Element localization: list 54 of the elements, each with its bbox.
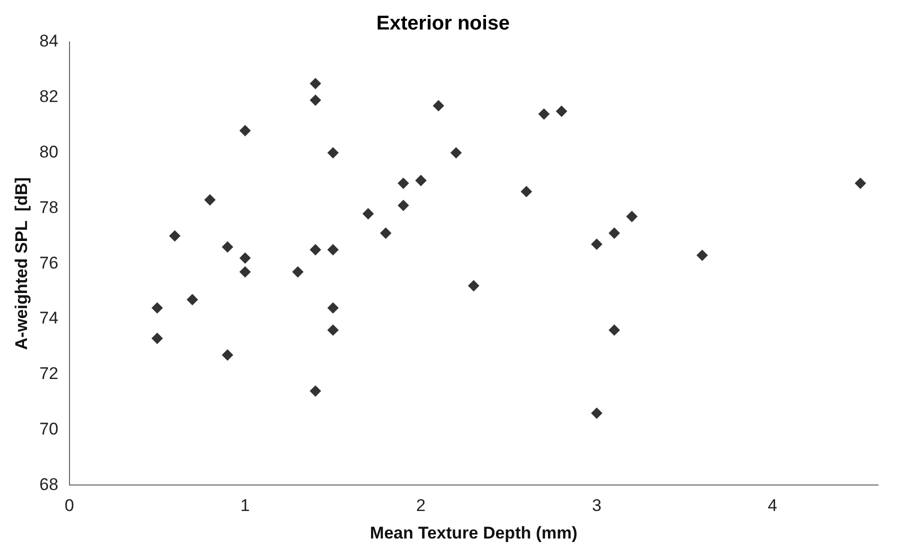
point	[152, 302, 163, 314]
point	[608, 228, 620, 239]
point	[591, 408, 602, 419]
point	[328, 147, 339, 158]
point	[362, 208, 374, 220]
point	[328, 244, 339, 256]
y-tick-label: 76	[39, 253, 58, 272]
point	[310, 244, 321, 256]
point	[556, 106, 568, 117]
point	[520, 186, 532, 198]
point	[310, 94, 321, 106]
point	[204, 194, 216, 206]
y-tick-label: 80	[39, 142, 58, 162]
point	[450, 147, 462, 158]
point	[240, 266, 251, 278]
x-tick-label: 1	[240, 496, 250, 516]
x-tick-label: 4	[768, 496, 778, 516]
point	[626, 211, 638, 222]
point	[169, 230, 180, 242]
point	[538, 108, 550, 120]
point	[222, 350, 234, 361]
y-tick-label: 78	[39, 198, 58, 217]
point	[292, 266, 304, 278]
point	[398, 178, 409, 189]
y-tick-label: 84	[39, 32, 58, 51]
y-axis-title: A-weighted SPL [dB]	[12, 177, 31, 350]
point	[468, 280, 480, 292]
x-axis-title: Mean Texture Depth (mm)	[370, 523, 578, 542]
point	[380, 228, 392, 239]
y-tick-label: 82	[39, 87, 58, 106]
point	[310, 78, 321, 90]
point	[696, 250, 708, 261]
point	[240, 252, 251, 264]
y-tick-label: 70	[39, 419, 58, 438]
point	[152, 332, 163, 344]
point	[608, 324, 620, 336]
y-tick-label: 72	[39, 364, 58, 384]
point	[328, 302, 339, 314]
point	[415, 175, 426, 186]
point	[222, 241, 234, 252]
x-tick-label: 0	[64, 496, 74, 516]
y-tick-label: 68	[39, 474, 58, 494]
point	[310, 386, 321, 397]
point	[328, 324, 339, 336]
point	[854, 178, 866, 189]
x-tick-label: 3	[592, 496, 602, 516]
y-tick-label: 74	[39, 308, 58, 328]
x-tick-label: 2	[416, 496, 426, 516]
point	[186, 294, 198, 306]
point	[432, 100, 444, 112]
point	[591, 238, 602, 250]
chart-title: Exterior noise	[376, 12, 510, 35]
point	[398, 200, 409, 211]
point	[240, 125, 251, 136]
